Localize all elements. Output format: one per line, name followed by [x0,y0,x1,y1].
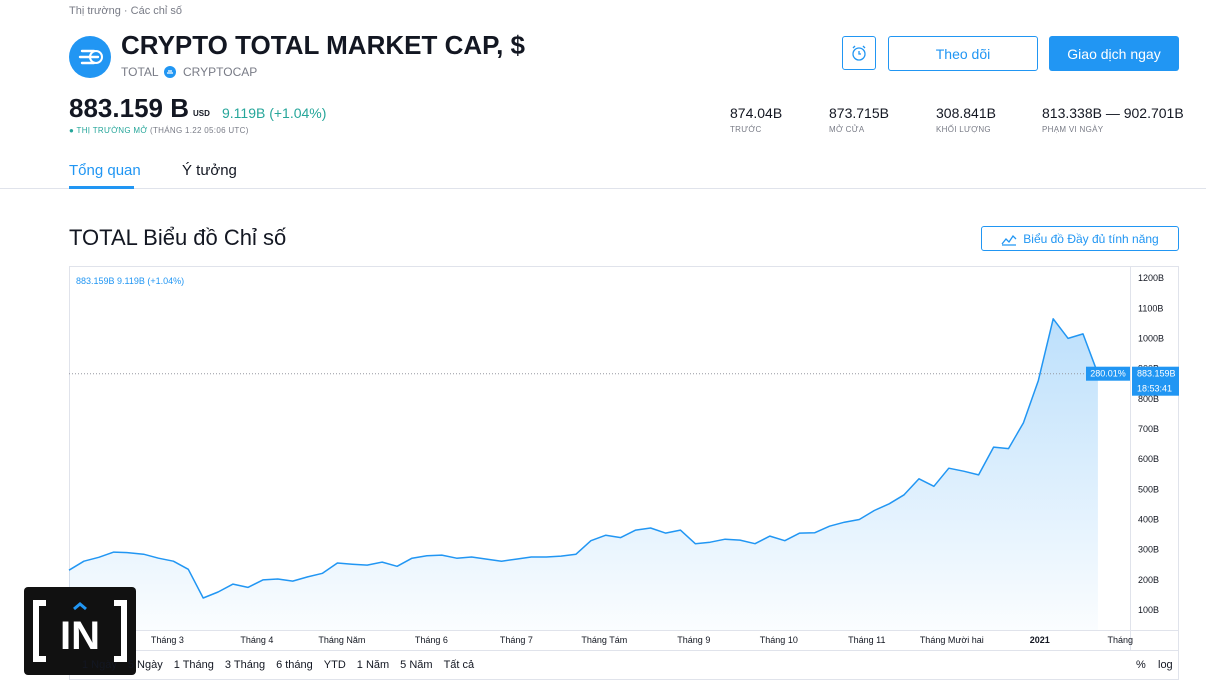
range-button[interactable]: 5 Năm [400,659,433,671]
stat-label: TRƯỚC [730,125,762,134]
percent-label: 280.01% [1090,369,1126,379]
scale-option[interactable]: log [1158,659,1173,671]
y-tick-label: 1100B [1138,303,1163,313]
chart-icon [1001,234,1017,246]
stat-value: 308.841B [936,105,996,121]
y-tick-label: 1200B [1138,273,1164,283]
x-tick-label: 2021 [1030,635,1050,645]
range-button[interactable]: 5 Ngày [127,659,163,671]
range-button[interactable]: 1 Năm [356,659,390,671]
breadcrumb[interactable]: Thị trường · Các chỉ số [69,5,182,17]
alarm-icon [852,45,866,61]
status-time: (THÁNG 1.22 05:06 UTC) [150,126,249,135]
y-tick-label: 700B [1138,424,1159,434]
x-tick-label: Tháng 4 [240,635,273,645]
percent-tag [1086,366,1130,381]
x-tick-label: Tháng Tám [581,635,627,645]
tab[interactable]: Tổng quan [69,162,141,179]
exchange: CRYPTOCAP [183,65,258,79]
range-button[interactable]: 1 Ngày [82,659,117,671]
market-status: ● THỊ TRƯỜNG MỞ (THÁNG 1.22 05:06 UTC) [69,126,249,135]
change: 9.119B (+1.04%) [222,105,327,121]
range-button[interactable]: 6 tháng [276,659,313,671]
status: THỊ TRƯỜNG MỞ [76,126,148,135]
stat-value: 873.715B [829,105,889,121]
y-tick-label: 400B [1138,515,1159,525]
x-tick-label: Tháng Mười hai [920,635,984,645]
alarm-button[interactable] [842,36,876,70]
x-tick-label: Tháng 10 [760,635,798,645]
exchange-icon [164,66,176,78]
section-title: TOTAL Biểu đồ Chỉ số [69,225,287,250]
stat-value: 874.04B [730,105,783,121]
stat-value: 813.338B — 902.701B [1042,105,1184,121]
follow-button[interactable]: Theo dõi [888,36,1038,71]
price-tag-label: 883.159B [1137,369,1176,379]
range-button[interactable]: Tất cả [443,659,475,671]
range-button[interactable]: 3 Tháng [224,659,266,671]
x-tick-label: Tháng 9 [677,635,710,645]
watermark: IN [24,587,136,675]
symbol: TOTAL [121,65,159,79]
price-tag [1132,366,1179,396]
chart-frame [69,266,1179,680]
chart-legend: 883.159B 9.119B (+1.04%) [76,276,184,286]
y-tick-label: 200B [1138,575,1159,585]
price-line [68,318,1099,599]
divider [0,188,1206,189]
tab[interactable]: Ý tưởng [182,162,237,179]
range-button[interactable]: 1 Tháng [173,659,214,671]
status-dot: ● [69,126,75,135]
watermark-text: IN [60,614,100,658]
x-tick-label: Tháng 11 [848,635,885,645]
stat-label: KHỐI LƯỢNG [936,125,991,134]
x-tick-label: Tháng 7 [500,635,533,645]
full-chart-button[interactable]: Biểu đồ Đầy đủ tính năng [981,226,1179,251]
stat-label: PHẠM VI NGÀY [1042,125,1104,134]
scale-option[interactable]: % [1136,659,1146,671]
tab-underline [69,186,134,189]
x-tick-label: Tháng 6 [415,635,448,645]
range-button[interactable]: YTD [323,659,346,671]
stat-label: MỞ CỬA [829,125,865,134]
y-tick-label: 800B [1138,394,1159,404]
x-tick-label: Tháng [1108,635,1134,645]
trade-button[interactable]: Giao dịch ngay [1049,36,1179,71]
y-tick-label: 1000B [1138,333,1164,343]
logo [69,36,111,78]
y-tick-label: 300B [1138,545,1159,555]
y-tick-label: 500B [1138,484,1159,494]
title: CRYPTO TOTAL MARKET CAP, $ [121,30,526,60]
currency: USD [193,109,210,118]
y-tick-label: 600B [1138,454,1159,464]
x-tick-label: Tháng 3 [151,635,184,645]
full-chart-label: Biểu đồ Đầy đủ tính năng [1023,231,1159,246]
y-tick-label: 100B [1138,605,1159,615]
area [69,318,1098,630]
price: 883.159 B [69,93,189,123]
x-tick-label: Tháng Năm [318,635,365,645]
time-label: 18:53:41 [1137,384,1172,394]
